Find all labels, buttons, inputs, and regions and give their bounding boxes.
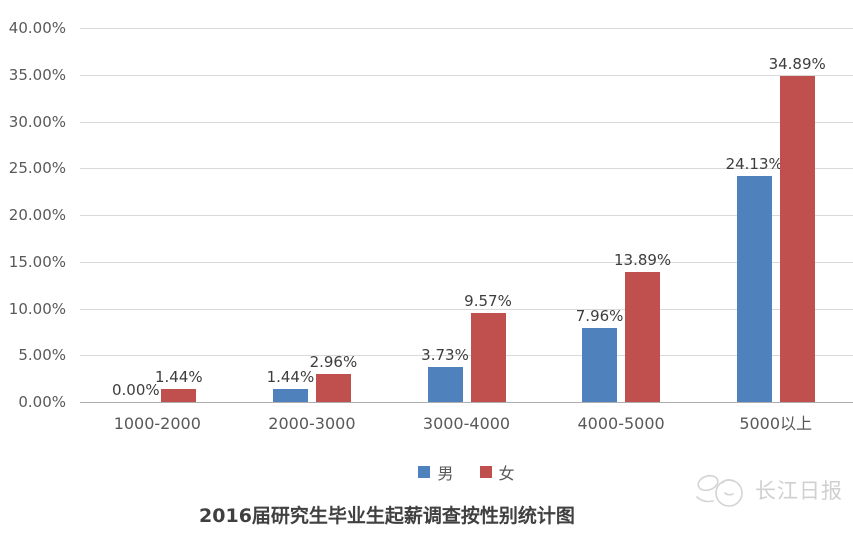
grid-line (80, 355, 853, 357)
legend-swatch-male-icon (418, 466, 431, 478)
bar-female-cat0 (161, 388, 197, 402)
value-label-female-cat3: 13.89% (613, 251, 672, 270)
value-label-female-cat4: 34.89% (768, 54, 826, 73)
bar-female-cat4 (779, 75, 815, 402)
legend-item-female: 女 (479, 460, 515, 484)
grid-line (80, 168, 853, 170)
bar-male-cat3 (582, 327, 618, 402)
value-label-female-cat2: 9.57% (464, 291, 512, 310)
bar-male-cat2 (427, 367, 463, 402)
x-category-label: 4000-5000 (577, 414, 665, 433)
x-category-label: 2000-3000 (268, 414, 356, 433)
bar-female-cat2 (470, 312, 506, 402)
bar-female-cat1 (315, 374, 351, 402)
value-label-male-cat0: 0.00% (111, 381, 160, 399)
y-tick-label: 10.00% (8, 299, 66, 318)
y-tick-label: 35.00% (8, 65, 66, 84)
bar-male-cat1 (272, 388, 308, 402)
chart-legend: 男 女 (80, 460, 853, 484)
watermark-text: 长江日报 (755, 479, 843, 503)
watermark: 长江日报 (694, 468, 843, 512)
value-label-female-cat0: 1.44% (154, 367, 203, 386)
grid-line (80, 215, 853, 216)
bar-female-cat3 (625, 272, 661, 402)
x-axis-line (80, 402, 853, 403)
grid-line (80, 121, 853, 123)
y-tick-label: 5.00% (18, 346, 66, 365)
value-label-female-cat1: 2.96% (309, 353, 358, 372)
y-tick-label: 30.00% (8, 112, 66, 131)
x-category-label: 3000-4000 (422, 414, 511, 433)
value-label-male-cat1: 1.44% (266, 367, 315, 386)
y-tick-label: 20.00% (8, 206, 66, 224)
grid-line (80, 308, 853, 310)
legend-swatch-female-icon (479, 466, 492, 478)
penguin-sketch-icon (696, 474, 743, 507)
grid-line (80, 74, 853, 76)
x-category-label: 5000以上 (739, 414, 813, 433)
grid-line (80, 28, 853, 29)
y-tick-label: 40.00% (8, 19, 66, 37)
legend-label-male: 男 (437, 464, 454, 483)
chart-title: 2016届研究生毕业生起薪调查按性别统计图 (199, 505, 575, 527)
value-label-male-cat3: 7.96% (575, 306, 624, 325)
x-category-label: 1000-2000 (113, 414, 201, 433)
value-label-male-cat2: 3.73% (421, 346, 469, 365)
value-label-male-cat4: 24.13% (725, 155, 783, 174)
y-tick-label: 25.00% (8, 159, 66, 178)
y-tick-label: 15.00% (8, 252, 66, 271)
legend-item-male: 男 (418, 460, 454, 484)
grid-line (80, 261, 853, 263)
y-tick-label: 0.00% (18, 393, 66, 411)
bar-male-cat4 (736, 176, 772, 402)
legend-label-female: 女 (498, 464, 515, 483)
